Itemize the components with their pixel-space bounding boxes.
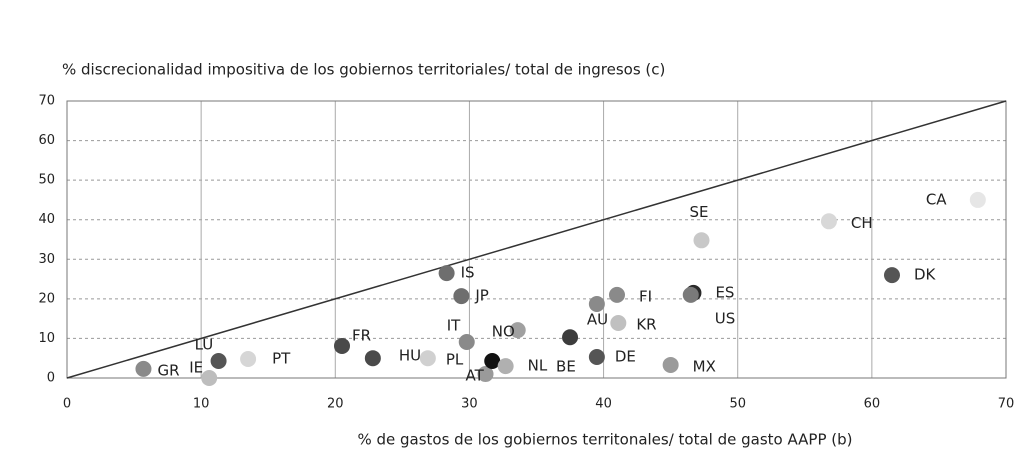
- point: [458, 333, 475, 350]
- point: [333, 337, 350, 354]
- point: [562, 329, 579, 346]
- y-tick-label: 10: [38, 331, 55, 346]
- y-tick-label: 50: [38, 173, 55, 188]
- point: [453, 288, 470, 305]
- point-label: DE: [615, 348, 636, 366]
- x-tick-label: 40: [595, 397, 612, 412]
- point: [608, 286, 625, 303]
- point: [438, 265, 455, 282]
- point: [497, 358, 514, 375]
- point: [419, 350, 436, 367]
- point: [682, 286, 699, 303]
- point: [969, 191, 986, 208]
- point-label: SE: [689, 203, 708, 221]
- point-label: AT: [466, 367, 485, 385]
- point-label: US: [715, 309, 736, 327]
- point-label: FR: [352, 326, 371, 344]
- x-tick-label: 50: [729, 397, 746, 412]
- point: [588, 296, 605, 313]
- point: [210, 352, 227, 369]
- x-tick-label: 0: [63, 397, 71, 412]
- point: [240, 351, 257, 368]
- point-label: IS: [461, 264, 475, 282]
- point: [509, 322, 526, 339]
- point: [588, 349, 605, 366]
- point-label: PL: [446, 351, 464, 369]
- plot-frame: [66, 100, 1007, 379]
- x-tick-label: 30: [461, 397, 478, 412]
- point: [820, 213, 837, 230]
- point-label: IT: [447, 316, 461, 334]
- point: [883, 267, 900, 284]
- point-label: CA: [926, 190, 947, 208]
- point: [364, 350, 381, 367]
- point-label: LU: [195, 335, 214, 353]
- point: [484, 352, 501, 369]
- point: [693, 232, 710, 249]
- point-label: HU: [399, 347, 421, 365]
- point-label: GR: [157, 361, 179, 379]
- point-label: AU: [587, 311, 608, 329]
- point-label: DK: [914, 266, 937, 284]
- y-tick-label: 20: [38, 291, 55, 306]
- point-label: CH: [851, 214, 873, 232]
- y-tick-label: 0: [47, 371, 55, 386]
- x-tick-label: 10: [193, 397, 210, 412]
- x-tick-label: 20: [327, 397, 344, 412]
- point-label: KR: [636, 315, 656, 333]
- point: [610, 314, 627, 331]
- y-tick-label: 40: [38, 212, 55, 227]
- point-label: IE: [189, 359, 203, 377]
- chart-title: % discrecionalidad impositiva de los gob…: [62, 61, 665, 79]
- point-label: BE: [556, 358, 576, 376]
- point-label: ES: [715, 283, 734, 301]
- x-tick-label: 70: [998, 397, 1015, 412]
- x-axis-label: % de gastos de los gobiernos territonale…: [357, 431, 852, 449]
- y-tick-label: 60: [38, 133, 55, 148]
- point-label: JP: [474, 287, 488, 305]
- diagonal-line: [66, 100, 1007, 379]
- point-label: PT: [272, 350, 291, 368]
- point-label: NL: [528, 357, 548, 375]
- point-label: MX: [693, 357, 716, 375]
- x-tick-label: 60: [864, 397, 881, 412]
- point: [201, 370, 218, 386]
- point: [662, 356, 679, 373]
- point-label: NO: [492, 323, 515, 341]
- y-tick-label: 70: [38, 94, 55, 109]
- point-label: FI: [639, 287, 652, 305]
- point: [135, 360, 152, 377]
- y-tick-label: 30: [38, 252, 55, 267]
- point: [477, 366, 494, 383]
